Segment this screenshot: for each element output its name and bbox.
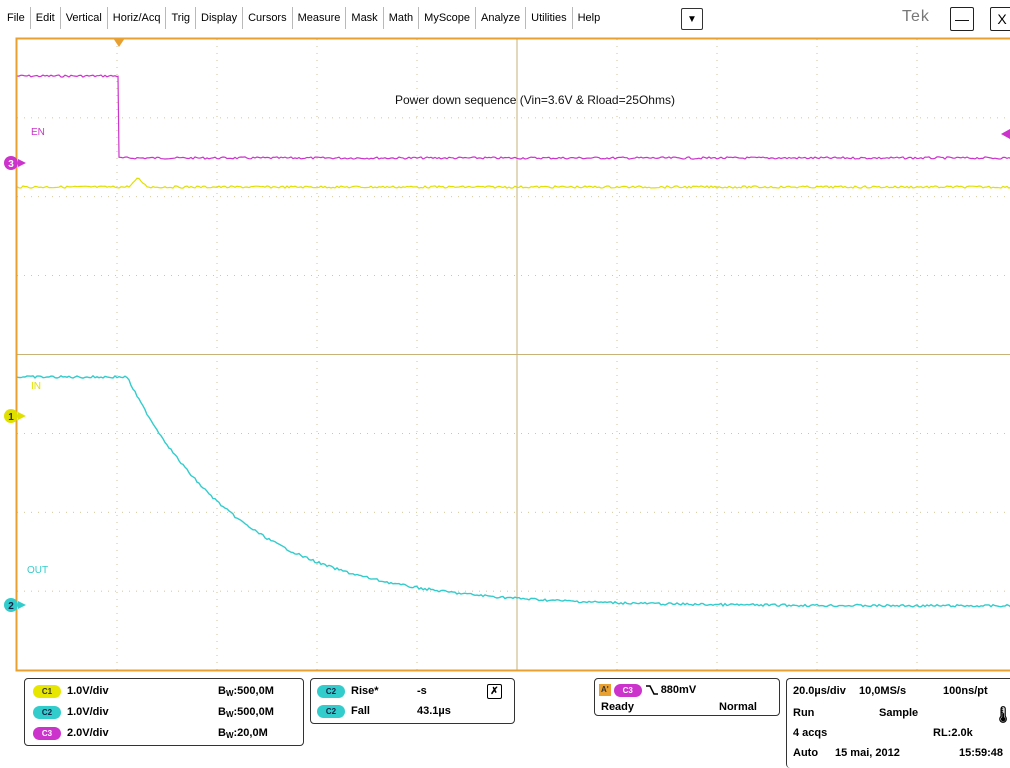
ch1-marker-number: 1 — [8, 412, 14, 423]
minimize-icon: — — [955, 11, 969, 27]
meas2-value: 43.1µs — [417, 705, 451, 717]
trigger-state: Ready — [601, 701, 634, 713]
record-length: RL:2.0k — [933, 727, 973, 739]
close-button[interactable]: X — [990, 7, 1010, 31]
menu-display[interactable]: Display — [196, 7, 243, 29]
menu-bar: File Edit Vertical Horiz/Acq Trig Displa… — [0, 0, 1010, 36]
c1-bandwidth: BW:500,0M — [218, 685, 274, 698]
meas1-name: Rise* — [351, 685, 379, 697]
c3-scale: 2.0V/div — [67, 727, 109, 739]
channel-row-c2[interactable]: C2 1.0V/div BW:500,0M — [33, 702, 295, 722]
measurement-row-rise[interactable]: C2 Rise* -s ✗ — [317, 681, 507, 701]
label-out: OUT — [27, 565, 48, 576]
acq-state-row: Run Sample 🌡 — [793, 703, 1010, 723]
close-icon: X — [997, 11, 1006, 27]
menu-cursors[interactable]: Cursors — [243, 7, 293, 29]
menu-vertical[interactable]: Vertical — [61, 7, 108, 29]
meas2-badge: C2 — [317, 705, 345, 718]
run-state: Run — [793, 707, 814, 719]
menu-mask[interactable]: Mask — [346, 7, 383, 29]
acquisition-panel[interactable]: 20.0µs/div 10,0MS/s 100ns/pt Run Sample … — [786, 678, 1010, 768]
label-in: IN — [31, 381, 41, 392]
chevron-down-icon: ▼ — [687, 14, 697, 25]
measurement-row-fall[interactable]: C2 Fall 43.1µs — [317, 701, 507, 721]
trigger-level: 880mV — [661, 684, 696, 696]
menu-file[interactable]: File — [2, 7, 31, 29]
resolution: 100ns/pt — [943, 685, 988, 697]
acq-count: 4 acqs — [793, 727, 827, 739]
waveform-display[interactable]: Power down sequence (Vin=3.6V & Rload=25… — [0, 36, 1010, 672]
menu-math[interactable]: Math — [384, 7, 419, 29]
timebase: 20.0µs/div — [793, 685, 846, 697]
meas1-badge: C2 — [317, 685, 345, 698]
acq-count-row: 4 acqs RL:2.0k — [793, 723, 1010, 743]
measurement-panel[interactable]: C2 Rise* -s ✗ C2 Fall 43.1µs — [310, 678, 515, 724]
channel-row-c1[interactable]: C1 1.0V/div BW:500,0M — [33, 681, 295, 701]
c3-badge: C3 — [33, 727, 61, 740]
falling-edge-icon — [645, 684, 659, 696]
trigger-mode: Normal — [719, 701, 757, 713]
ch2-marker-number: 2 — [8, 601, 14, 612]
warning-icon: ✗ — [487, 684, 502, 699]
c2-bandwidth: BW:500,0M — [218, 706, 274, 719]
channel-row-c3[interactable]: C3 2.0V/div BW:20,0M — [33, 723, 295, 743]
menu: File Edit Vertical Horiz/Acq Trig Displa… — [2, 7, 605, 29]
screen-annotation: Power down sequence (Vin=3.6V & Rload=25… — [395, 93, 675, 107]
c1-scale: 1.0V/div — [67, 685, 109, 697]
trigger-panel[interactable]: A' C3 880mV Ready Normal — [594, 678, 780, 716]
acq-mode: Sample — [879, 707, 918, 719]
datetime-row: Auto 15 mai, 2012 15:59:48 — [793, 743, 1010, 763]
menu-edit[interactable]: Edit — [31, 7, 61, 29]
trigger-source-badge: C3 — [614, 684, 642, 697]
time: 15:59:48 — [959, 747, 1003, 759]
minimize-button[interactable]: — — [950, 7, 974, 31]
sample-rate: 10,0MS/s — [859, 685, 906, 697]
menu-horiz-acq[interactable]: Horiz/Acq — [108, 7, 167, 29]
c1-badge: C1 — [33, 685, 61, 698]
label-en: EN — [31, 127, 45, 138]
c2-scale: 1.0V/div — [67, 706, 109, 718]
c3-bandwidth: BW:20,0M — [218, 727, 268, 740]
menu-myscope[interactable]: MyScope — [419, 7, 476, 29]
meas1-value: -s — [417, 685, 427, 697]
c2-badge: C2 — [33, 706, 61, 719]
trigger-a-badge: A' — [599, 684, 611, 696]
channel-readout-panel[interactable]: C1 1.0V/div BW:500,0M C2 1.0V/div BW:500… — [24, 678, 304, 746]
thermometer-icon: 🌡 — [993, 705, 1010, 725]
menu-help[interactable]: Help — [573, 7, 606, 29]
readout-bar: C1 1.0V/div BW:500,0M C2 1.0V/div BW:500… — [0, 672, 1010, 766]
menu-analyze[interactable]: Analyze — [476, 7, 526, 29]
horizontal-row: 20.0µs/div 10,0MS/s 100ns/pt — [793, 681, 1010, 701]
menu-utilities[interactable]: Utilities — [526, 7, 572, 29]
menu-dropdown-button[interactable]: ▼ — [681, 8, 703, 30]
menu-trig[interactable]: Trig — [166, 7, 196, 29]
meas2-name: Fall — [351, 705, 370, 717]
menu-measure[interactable]: Measure — [293, 7, 347, 29]
brand-logo: Tek — [902, 8, 930, 26]
trigger-status-row: Ready Normal — [601, 697, 777, 717]
date: 15 mai, 2012 — [835, 747, 900, 759]
trigger-mode-auto: Auto — [793, 747, 818, 759]
ch3-marker-number: 3 — [8, 159, 14, 170]
